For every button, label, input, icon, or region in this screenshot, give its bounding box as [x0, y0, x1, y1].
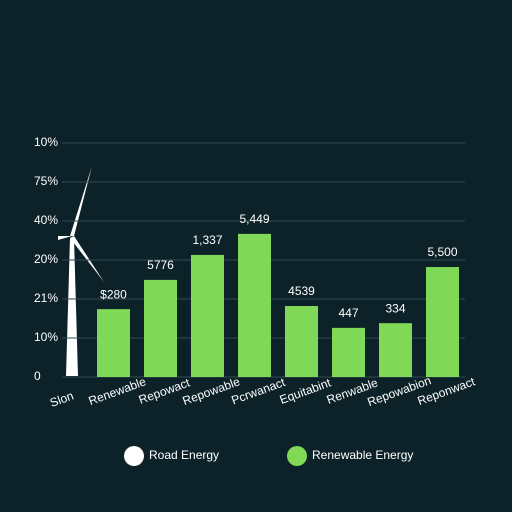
legend-marker: [124, 446, 144, 466]
legend-label: Renewable Energy: [312, 448, 413, 462]
bar: [285, 306, 318, 377]
wind-turbine: [58, 166, 104, 376]
value-label: $280: [100, 287, 127, 301]
y-tick-label: 75%: [34, 174, 58, 188]
bar: [238, 233, 271, 377]
y-tick-label: 10%: [34, 330, 58, 344]
value-label: 5,449: [239, 212, 269, 226]
y-tick-label: 40%: [34, 213, 58, 227]
bar: [332, 327, 365, 377]
bar: [191, 254, 224, 377]
value-label: 5,500: [427, 245, 457, 259]
value-label: 334: [385, 301, 405, 315]
value-label: 5776: [147, 258, 174, 272]
y-tick-label: 21%: [34, 291, 58, 305]
bar: [144, 279, 177, 377]
value-label: 4539: [288, 284, 315, 298]
legend-marker: [287, 446, 307, 466]
bar: [426, 267, 459, 377]
bar: [97, 309, 130, 377]
y-tick-label: 20%: [34, 252, 58, 266]
value-label: 447: [338, 306, 358, 320]
bar: [379, 323, 412, 377]
y-tick-label: 10%: [34, 135, 58, 149]
y-tick-label: 0: [34, 369, 41, 383]
legend-label: Road Energy: [149, 448, 219, 462]
value-label: 1,337: [192, 233, 222, 247]
